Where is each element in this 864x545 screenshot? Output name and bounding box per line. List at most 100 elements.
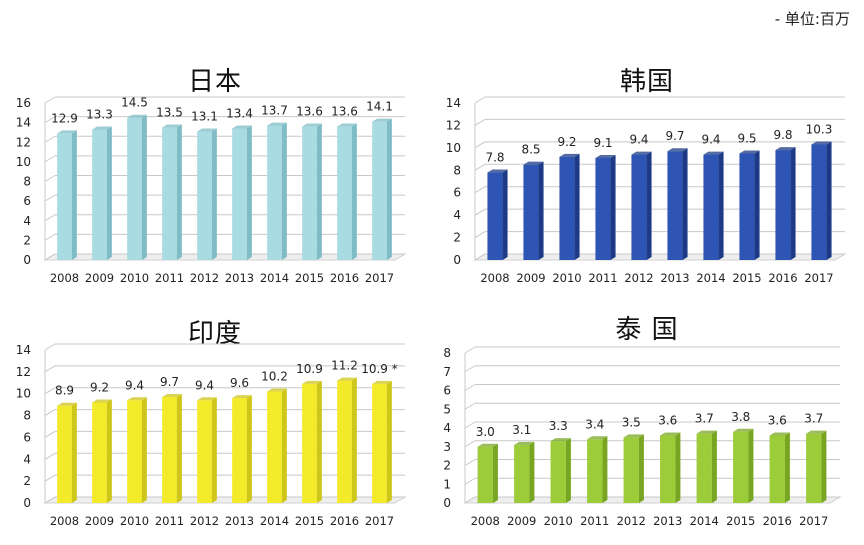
chart-thailand: 泰 国 0 1 2 3 4 5 6 7 8 3.0 2008 3.1 2009 3.3 2010 3.4 201…	[430, 305, 864, 545]
data-label: 3.7	[804, 412, 823, 426]
x-tick-label: 2015	[732, 271, 761, 285]
y-tick-label: 4	[23, 452, 31, 466]
bar-front	[595, 157, 611, 260]
x-tick-label: 2016	[763, 514, 792, 528]
bar-side	[529, 441, 535, 503]
x-tick-label: 2009	[85, 514, 114, 528]
bar-front	[162, 127, 177, 260]
bar-top	[92, 126, 112, 130]
bar-front	[197, 400, 212, 503]
bar	[57, 402, 77, 503]
x-tick-label: 2012	[624, 271, 653, 285]
bar-top	[92, 399, 112, 403]
bar	[811, 141, 832, 260]
data-label: 3.1	[512, 423, 531, 437]
gridline	[464, 365, 476, 373]
bar-front	[587, 439, 603, 503]
data-label: 14.5	[121, 96, 148, 110]
y-tick-label: 8	[443, 346, 451, 360]
x-tick-label: 2009	[516, 271, 545, 285]
bar-front	[477, 446, 493, 503]
x-tick-label: 2015	[295, 514, 324, 528]
bar-side	[106, 399, 112, 503]
bar	[806, 430, 827, 503]
x-tick-label: 2017	[365, 514, 394, 528]
x-tick-label: 2015	[295, 271, 324, 285]
bar-top	[162, 124, 182, 128]
bar	[623, 434, 644, 503]
data-label: 8.5	[521, 143, 540, 157]
x-tick-label: 2016	[330, 271, 359, 285]
gridline	[474, 96, 486, 104]
bar-side	[351, 123, 357, 260]
bar	[587, 436, 608, 503]
bar-front	[623, 437, 639, 503]
bar-side	[675, 432, 681, 503]
data-label: 14.1	[366, 100, 393, 114]
data-label: 9.5	[737, 131, 756, 145]
bar-front	[92, 129, 107, 260]
bar-side	[565, 438, 571, 503]
bar-front	[162, 396, 177, 503]
y-tick-label: 6	[453, 186, 461, 200]
bar-top	[587, 436, 608, 440]
chart-korea: 韩国 0 2 4 6 8 10 12 14 7.8 2008 8.5 2009 9.2 2010 9.1 20…	[430, 55, 864, 295]
bar-side	[574, 153, 580, 260]
data-label: 3.7	[695, 412, 714, 426]
bar-top	[127, 114, 147, 118]
y-tick-label: 2	[23, 474, 31, 488]
x-tick-label: 2012	[190, 514, 219, 528]
bar-top	[514, 441, 535, 445]
bar	[127, 114, 147, 260]
bar-side	[316, 123, 322, 260]
bar-front	[550, 441, 566, 503]
y-tick-label: 0	[453, 253, 461, 267]
bar	[232, 395, 252, 503]
bar-top	[372, 118, 392, 122]
bar-front	[696, 433, 712, 503]
y-tick-label: 2	[443, 459, 451, 473]
y-tick-label: 6	[23, 194, 31, 208]
bar-front	[806, 433, 822, 503]
data-label: 9.2	[90, 380, 109, 394]
bar-front	[523, 164, 539, 260]
data-label: 13.3	[86, 107, 113, 121]
bar	[232, 125, 252, 260]
bar-side	[281, 122, 287, 260]
bar-side	[711, 430, 717, 503]
y-tick-label: 10	[446, 141, 461, 155]
bar	[162, 124, 182, 260]
x-tick-label: 2009	[85, 271, 114, 285]
bar-side	[316, 380, 322, 503]
bar-top	[197, 397, 217, 401]
bar-front	[660, 435, 676, 503]
bar-top	[267, 388, 287, 392]
data-label: 3.3	[549, 419, 568, 433]
gridline	[464, 440, 476, 448]
bar-top	[703, 151, 724, 155]
bar-side	[784, 432, 790, 503]
gridline	[474, 253, 486, 261]
gridline	[474, 141, 486, 149]
bar	[92, 399, 112, 503]
bar-top	[232, 125, 252, 129]
bar-side	[141, 397, 147, 503]
bar-top	[337, 377, 357, 381]
bar-side	[211, 397, 217, 503]
bar-top	[623, 434, 644, 438]
x-tick-label: 2011	[155, 514, 184, 528]
bar-top	[696, 430, 717, 434]
data-label: 3.6	[768, 414, 787, 428]
bar-top	[550, 438, 571, 442]
bar-top	[595, 154, 616, 158]
data-label: 3.5	[622, 415, 641, 429]
y-tick-label: 8	[453, 163, 461, 177]
chart-india: 印度 0 2 4 6 8 10 12 14 8.9 2008 9.2 2009 9.4 2010 9.7 20…	[0, 305, 430, 545]
x-tick-label: 2011	[588, 271, 617, 285]
gridline	[474, 163, 486, 171]
x-tick-label: 2013	[225, 271, 254, 285]
bar-side	[826, 141, 832, 260]
bar-side	[386, 118, 392, 260]
x-tick-label: 2014	[690, 514, 719, 528]
bar-front	[302, 126, 317, 260]
